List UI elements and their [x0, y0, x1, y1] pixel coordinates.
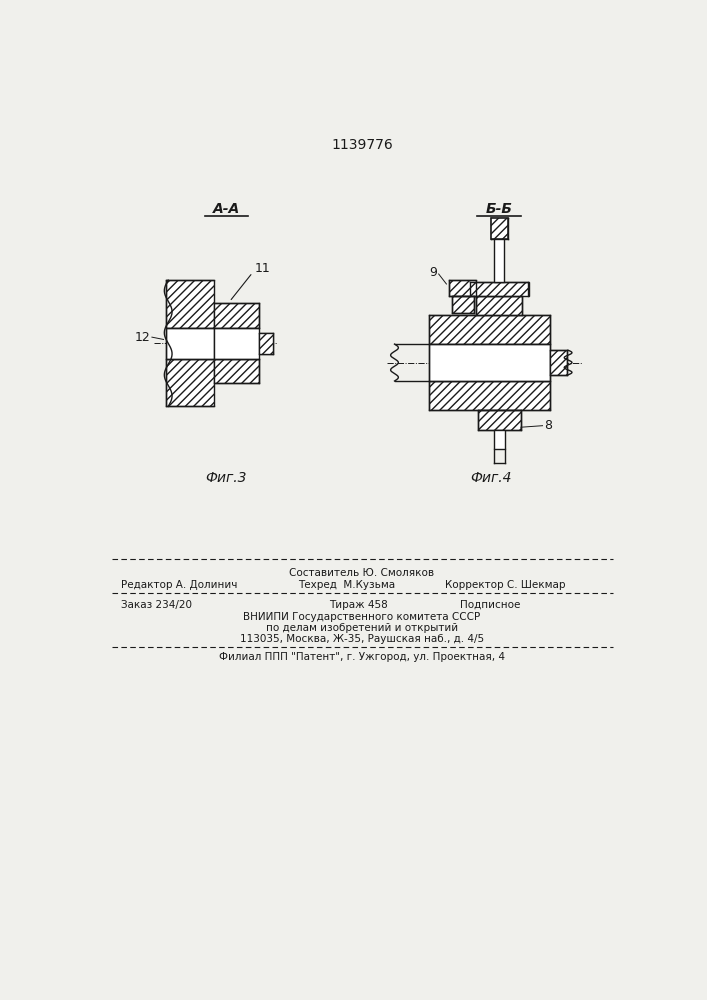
Text: по делам изобретений и открытий: по делам изобретений и открытий — [266, 623, 458, 633]
Bar — [166, 359, 214, 406]
Bar — [549, 350, 566, 375]
Text: Тираж 458: Тираж 458 — [329, 600, 387, 610]
Bar — [491, 218, 508, 239]
Text: 8: 8 — [544, 419, 552, 432]
Bar — [429, 315, 549, 344]
Text: Корректор С. Шекмар: Корректор С. Шекмар — [445, 580, 566, 590]
Text: Составитель Ю. Смоляков: Составитель Ю. Смоляков — [289, 568, 435, 578]
Bar — [429, 344, 549, 381]
Bar — [259, 333, 273, 354]
Text: 1139776: 1139776 — [331, 138, 393, 152]
Bar — [476, 296, 522, 315]
Text: Фиг.3: Фиг.3 — [206, 471, 247, 485]
Text: ВНИИПИ Государственного комитета СССР: ВНИИПИ Государственного комитета СССР — [243, 612, 481, 622]
Text: 11: 11 — [255, 262, 270, 275]
Bar — [214, 303, 259, 328]
Text: Подписное: Подписное — [460, 600, 521, 610]
Text: Б-Б: Б-Б — [486, 202, 513, 216]
Bar — [166, 328, 214, 359]
Text: Редактор А. Долинич: Редактор А. Долинич — [121, 580, 238, 590]
Text: А-А: А-А — [213, 202, 240, 216]
Bar — [478, 410, 521, 430]
Text: Филиал ППП "Патент", г. Ужгород, ул. Проектная, 4: Филиал ППП "Патент", г. Ужгород, ул. Про… — [219, 652, 505, 662]
Bar — [429, 381, 549, 410]
Bar — [166, 280, 214, 328]
Bar — [470, 282, 529, 296]
Text: 113035, Москва, Ж-35, Раушская наб., д. 4/5: 113035, Москва, Ж-35, Раушская наб., д. … — [240, 634, 484, 644]
Text: Заказ 234/20: Заказ 234/20 — [121, 600, 192, 610]
Text: Фиг.4: Фиг.4 — [471, 471, 512, 485]
Bar — [214, 359, 259, 383]
Bar — [449, 280, 476, 296]
Bar — [214, 328, 259, 359]
Bar — [493, 430, 505, 449]
Text: 12: 12 — [134, 331, 151, 344]
Bar — [494, 239, 504, 282]
Text: Техред  М.Кузьма: Техред М.Кузьма — [298, 580, 395, 590]
Bar — [452, 296, 474, 312]
Text: 9: 9 — [429, 266, 437, 279]
